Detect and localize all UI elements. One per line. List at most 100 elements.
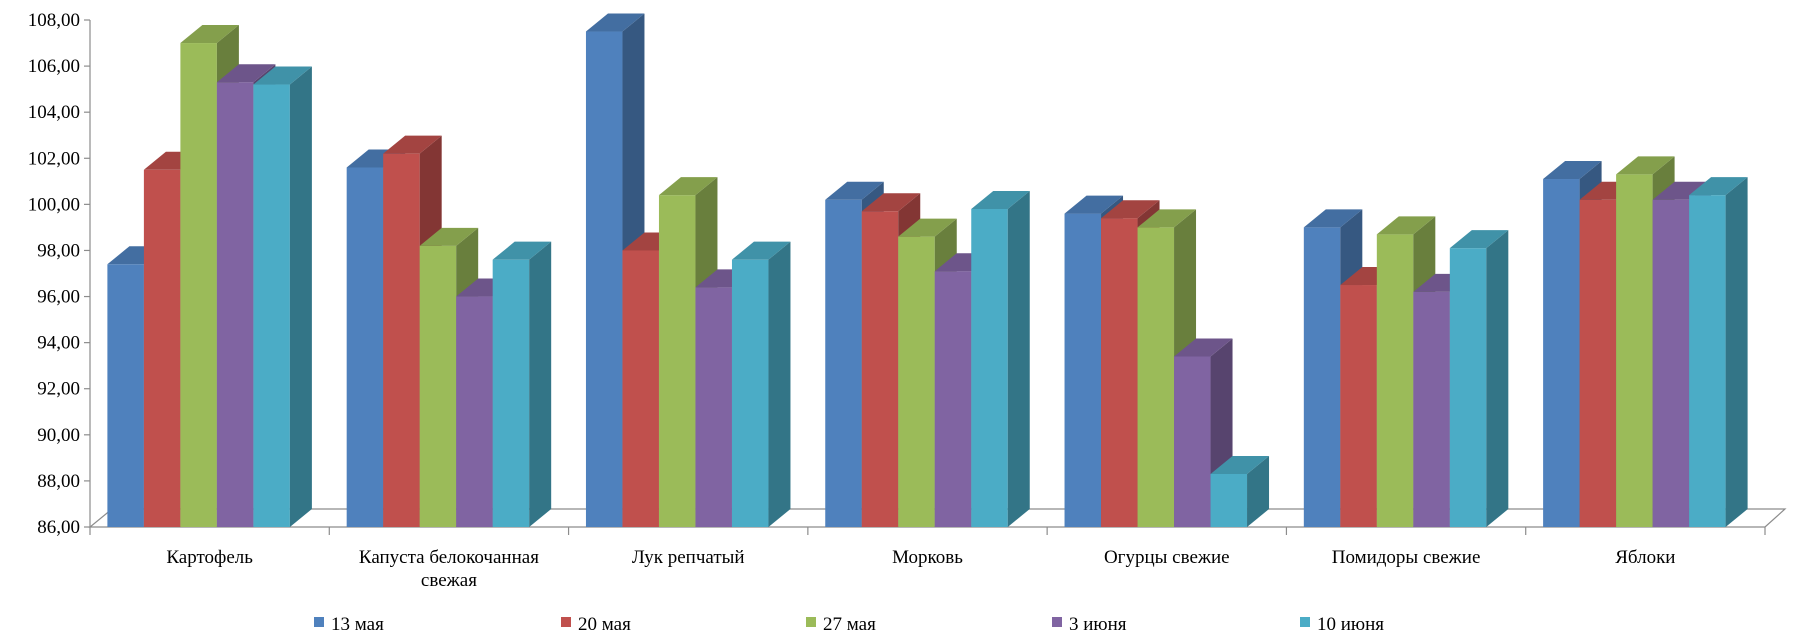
legend: 13 мая 20 мая 27 мая 3 июня 10 июня <box>314 614 1384 634</box>
bar-front <box>419 245 457 527</box>
legend-label: 13 мая <box>331 614 384 634</box>
bar-top <box>658 177 718 196</box>
bar-top <box>1449 230 1509 249</box>
x-tick-label: Картофель <box>166 547 253 568</box>
legend-entry: 10 июня <box>1300 614 1384 634</box>
bar <box>253 66 312 527</box>
bar-front <box>1449 248 1487 527</box>
bar-front <box>585 31 623 527</box>
bar-front <box>1174 356 1211 527</box>
bar-front <box>180 43 217 527</box>
bar-top <box>731 241 791 260</box>
bar <box>1689 177 1748 528</box>
legend-label: 10 июня <box>1317 614 1384 634</box>
y-tick-label: 92,00 <box>37 379 80 400</box>
bar <box>971 190 1030 528</box>
bar-front <box>456 296 493 527</box>
bar-side <box>768 241 791 527</box>
y-tick-label: 98,00 <box>37 240 80 261</box>
bar-top <box>1064 195 1124 214</box>
y-tick-label: 106,00 <box>28 56 80 77</box>
bar-top <box>1689 177 1748 196</box>
bar-front <box>934 271 972 527</box>
bar-front <box>1652 199 1690 527</box>
bar-front <box>1303 227 1341 527</box>
bar-top <box>1210 455 1270 474</box>
bar-side <box>1486 230 1509 527</box>
legend-entry: 27 мая <box>806 614 876 634</box>
bar-front <box>1064 213 1102 527</box>
legend-swatch <box>1300 617 1310 627</box>
y-tick-label: 90,00 <box>37 425 80 446</box>
bar-top <box>1137 209 1197 228</box>
bar-top <box>1101 200 1160 219</box>
bar-top <box>861 193 921 212</box>
bar-front <box>383 153 420 527</box>
bar-top <box>825 181 884 200</box>
x-tick-label: Капуста белокочанная <box>359 547 539 568</box>
bar-top <box>492 241 552 260</box>
bar-top <box>971 190 1030 209</box>
bar-front <box>1616 174 1653 527</box>
bar-top <box>419 227 479 246</box>
y-tick-label: 100,00 <box>28 194 80 215</box>
x-tick-label: свежая <box>421 570 477 591</box>
bar-front <box>1543 179 1580 527</box>
bar-top <box>1174 338 1233 357</box>
bar-top <box>1616 156 1675 175</box>
legend-label: 20 мая <box>578 614 631 634</box>
y-tick-label: 104,00 <box>28 102 80 123</box>
bar-front <box>346 167 384 527</box>
bar-front <box>1137 227 1175 527</box>
bar-top <box>1652 181 1712 200</box>
bar <box>1449 230 1509 527</box>
bar-front <box>971 208 1008 528</box>
y-tick-label: 102,00 <box>28 148 80 169</box>
bar-top <box>898 218 957 237</box>
bar-top <box>253 66 312 85</box>
y-tick-label: 108,00 <box>28 10 80 31</box>
bars <box>107 13 1748 528</box>
y-tick-label: 88,00 <box>37 471 80 492</box>
x-tick-label: Огурцы свежие <box>1104 547 1230 568</box>
bar-side <box>289 66 312 527</box>
bar-top <box>180 25 239 44</box>
bar-front <box>492 259 530 527</box>
bar-top <box>216 64 276 83</box>
bar-front <box>1579 199 1617 527</box>
y-tick-label: 86,00 <box>37 517 80 538</box>
bar-top <box>383 135 442 154</box>
y-tick-label: 94,00 <box>37 333 80 354</box>
bar-front <box>695 287 732 527</box>
legend-entry: 3 июня <box>1052 614 1127 634</box>
bar-front <box>731 259 769 527</box>
bar-front <box>107 264 144 527</box>
x-tick-label: Морковь <box>892 547 963 568</box>
bar-side <box>1007 190 1030 528</box>
bar-front <box>1413 291 1450 527</box>
bar-front <box>861 211 899 527</box>
x-tick-label: Яблоки <box>1615 547 1675 568</box>
legend-label: 3 июня <box>1069 614 1127 634</box>
bar-front <box>622 250 659 528</box>
legend-swatch <box>561 617 571 627</box>
legend-label: 27 мая <box>823 614 876 634</box>
bar-front <box>1210 473 1248 527</box>
legend-swatch <box>1052 617 1062 627</box>
bar-side <box>1725 177 1748 528</box>
legend-entry: 13 мая <box>314 614 384 634</box>
bar-front <box>898 236 935 528</box>
bar-top <box>1543 161 1602 180</box>
bar <box>492 241 552 527</box>
legend-entry: 20 мая <box>561 614 631 634</box>
bar <box>1210 455 1270 527</box>
bar-front <box>216 82 254 528</box>
bar-front <box>253 84 290 527</box>
bar-front <box>1689 195 1726 528</box>
y-tick-label: 96,00 <box>37 287 80 308</box>
bar-side <box>1247 455 1270 527</box>
bar-front <box>1101 218 1138 527</box>
bar-side <box>529 241 552 527</box>
